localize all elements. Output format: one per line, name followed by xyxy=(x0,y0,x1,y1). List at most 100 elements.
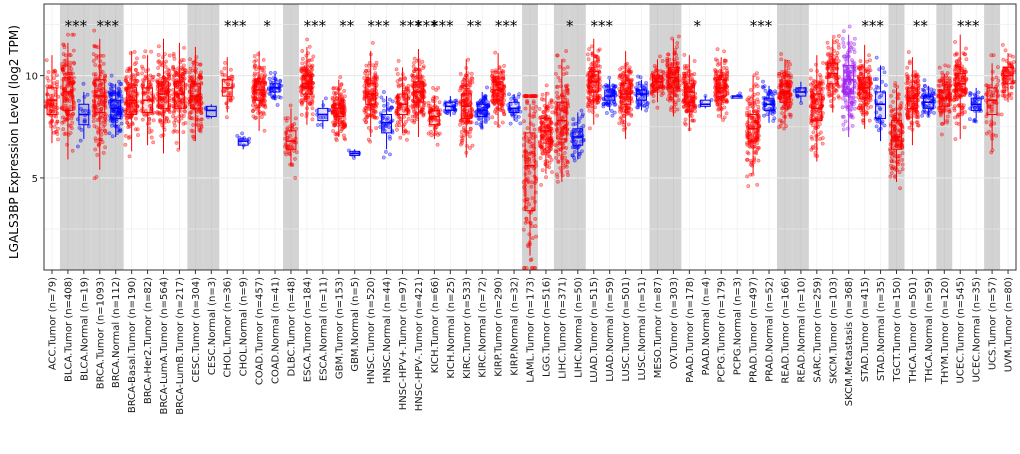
sample-point xyxy=(626,122,631,127)
sample-point xyxy=(179,88,184,93)
sample-point xyxy=(323,96,328,101)
sample-point xyxy=(562,150,567,155)
sample-point xyxy=(366,113,371,117)
sample-point xyxy=(755,182,760,187)
sample-point xyxy=(134,56,139,61)
sample-point xyxy=(125,120,130,125)
sample-point xyxy=(81,81,86,86)
sample-point xyxy=(603,101,608,106)
sample-point xyxy=(762,113,766,118)
sample-point xyxy=(525,126,530,131)
sample-point xyxy=(127,124,132,129)
sample-point xyxy=(412,114,417,118)
sample-point xyxy=(191,103,196,108)
sample-point xyxy=(364,108,369,113)
sample-point xyxy=(541,109,546,114)
sample-point xyxy=(250,103,255,108)
sample-point xyxy=(163,76,168,81)
sample-point xyxy=(785,106,790,111)
sample-point xyxy=(559,84,564,89)
sample-point xyxy=(127,69,132,73)
sample-point xyxy=(755,97,760,102)
sample-point xyxy=(181,113,186,118)
sample-point xyxy=(431,85,436,90)
sample-point xyxy=(587,108,592,113)
sample-point xyxy=(769,89,773,94)
sample-point xyxy=(549,100,554,105)
sample-point xyxy=(182,109,187,113)
sample-point xyxy=(166,77,171,82)
sample-point xyxy=(381,98,386,103)
sample-point xyxy=(76,98,81,103)
sample-point xyxy=(55,132,60,136)
sample-point xyxy=(197,125,202,130)
sample-point xyxy=(381,90,386,94)
sample-point xyxy=(48,103,53,108)
sample-point xyxy=(268,71,273,75)
sample-point xyxy=(410,104,415,109)
sample-point xyxy=(714,70,719,75)
sample-point xyxy=(148,104,152,108)
sample-point xyxy=(540,168,545,173)
sample-point xyxy=(371,106,376,111)
sample-point xyxy=(818,136,823,141)
sample-point xyxy=(549,158,554,162)
sample-point xyxy=(310,117,315,122)
sample-point xyxy=(458,142,463,147)
sample-point xyxy=(85,92,90,97)
sample-point xyxy=(92,43,97,48)
sample-point xyxy=(199,110,204,115)
sample-point xyxy=(544,175,548,180)
sample-point xyxy=(760,84,765,89)
sample-point xyxy=(100,81,104,86)
sample-point xyxy=(387,134,392,139)
sample-point xyxy=(621,71,626,76)
sample-point xyxy=(70,71,75,76)
sample-point xyxy=(435,142,440,147)
sample-point xyxy=(852,42,857,47)
sample-point xyxy=(587,102,592,107)
sample-point xyxy=(299,69,304,74)
sample-point xyxy=(382,103,387,108)
sample-point xyxy=(495,106,500,111)
sample-point xyxy=(738,91,742,96)
sample-point xyxy=(782,126,787,131)
sample-point xyxy=(533,94,538,99)
sample-point xyxy=(191,96,195,101)
sample-point xyxy=(420,74,425,79)
sample-point xyxy=(410,118,415,123)
sample-point xyxy=(219,70,224,75)
sample-point xyxy=(565,90,570,95)
sample-point xyxy=(172,120,177,125)
sample-point xyxy=(259,111,264,116)
sample-point xyxy=(692,118,697,123)
sample-point xyxy=(462,120,467,124)
sample-point xyxy=(197,73,202,78)
sample-point xyxy=(261,69,266,74)
sample-point xyxy=(635,81,640,86)
sample-point xyxy=(555,53,560,58)
sample-point xyxy=(99,132,104,137)
sample-point xyxy=(56,137,60,142)
sample-point xyxy=(836,42,841,47)
sample-point xyxy=(398,135,403,140)
sample-point xyxy=(179,58,184,63)
sample-point xyxy=(723,58,727,63)
sample-point xyxy=(315,123,320,127)
sample-point xyxy=(555,84,560,89)
sample-point xyxy=(183,121,188,125)
sample-point xyxy=(311,54,316,59)
sample-point xyxy=(849,58,854,63)
sample-point xyxy=(147,121,152,126)
sample-point xyxy=(127,95,132,100)
sample-point xyxy=(288,103,293,108)
sample-point xyxy=(404,137,409,142)
sample-point xyxy=(672,105,676,110)
sample-point xyxy=(485,85,489,90)
sample-point xyxy=(254,58,259,63)
sample-point xyxy=(307,44,312,49)
sample-point xyxy=(64,61,68,66)
sample-point xyxy=(747,110,752,114)
sample-point xyxy=(780,75,785,80)
sample-point xyxy=(840,114,845,119)
